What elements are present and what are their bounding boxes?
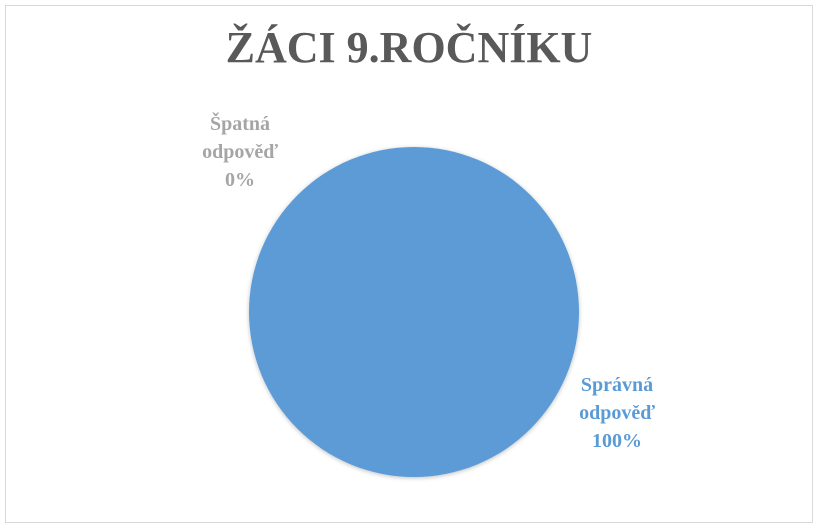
data-label-percent: 100% bbox=[592, 430, 642, 452]
data-label-percent: 0% bbox=[225, 169, 255, 191]
data-label-category-line1: Špatná bbox=[209, 113, 271, 135]
data-label-category-line2: odpověď bbox=[579, 402, 655, 424]
data-label-category-line1: Správná bbox=[580, 374, 654, 396]
chart-title: ŽÁCI 9.ROČNÍKU bbox=[225, 23, 593, 72]
pie-slice-spravna-odpoved bbox=[249, 147, 579, 477]
data-label-spatna-odpoved: Špatná odpověď 0% bbox=[190, 110, 290, 194]
data-label-spravna-odpoved: Správná odpověď 100% bbox=[562, 371, 672, 455]
data-label-category-line2: odpověď bbox=[202, 141, 278, 163]
